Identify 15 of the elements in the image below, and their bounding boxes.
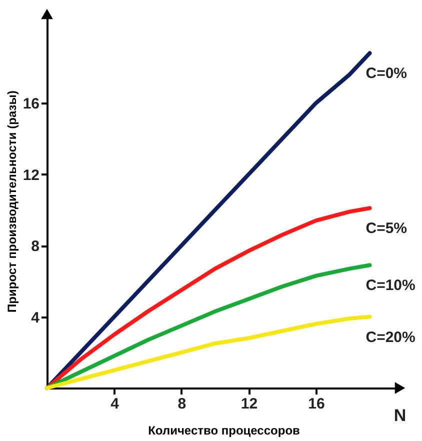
y-tick-label: 8	[31, 238, 40, 256]
series-label: C=0%	[366, 65, 408, 82]
text: N	[394, 406, 406, 425]
y-tick-label: 16	[22, 96, 40, 113]
y-tick-label: 4	[31, 309, 40, 326]
series-label: C=10%	[366, 277, 416, 294]
series-label: C=20%	[366, 328, 416, 346]
y-axis-title: Прирост производительности (разы)	[4, 90, 19, 312]
x-tick-label: 8	[178, 396, 186, 412]
x-tick-label: 12	[240, 396, 258, 412]
x-tick-label: 16	[308, 396, 325, 412]
x-tick-label: 4	[110, 396, 120, 412]
x-axis-title: Количество процессоров	[148, 424, 300, 438]
y-tick-label: 12	[22, 166, 40, 184]
series-label: C=5%	[366, 220, 408, 238]
